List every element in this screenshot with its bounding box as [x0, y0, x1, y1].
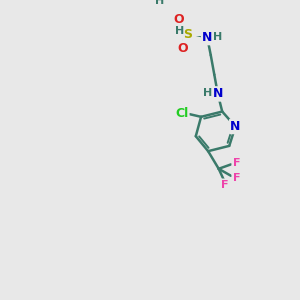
Text: F: F [232, 158, 240, 169]
Text: N: N [230, 120, 241, 133]
Text: N: N [213, 87, 223, 101]
Text: N: N [202, 31, 212, 44]
Text: O: O [177, 42, 188, 55]
Text: F: F [232, 172, 240, 183]
Text: H: H [213, 32, 222, 42]
Text: S: S [183, 28, 192, 40]
Text: O: O [174, 14, 184, 26]
Text: Cl: Cl [175, 107, 188, 120]
Text: F: F [221, 180, 229, 190]
Text: H: H [202, 88, 212, 98]
Text: H: H [175, 26, 184, 35]
Text: H: H [155, 0, 164, 6]
